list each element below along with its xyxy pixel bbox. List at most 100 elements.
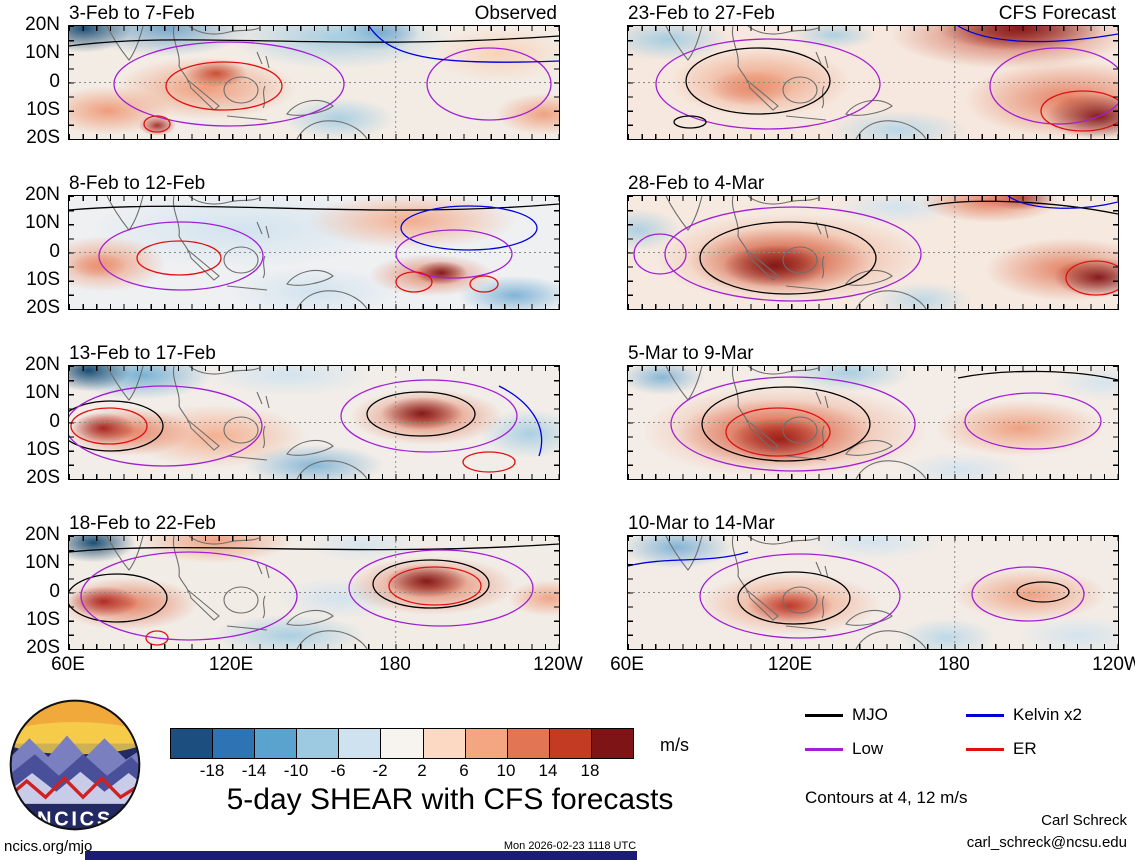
lon-tick-label: 60E <box>51 654 85 675</box>
colorbar-tick: 2 <box>417 761 427 780</box>
lon-tick-label: 120E <box>767 654 813 675</box>
shear-anomaly-map <box>68 365 560 480</box>
lat-ticks-right <box>554 196 559 309</box>
lat-ticks-left <box>69 536 74 649</box>
contour-legend: MJO Kelvin x2 Low ER <box>805 704 1127 760</box>
colorbar-cell <box>296 729 339 758</box>
panel-date-range: 23-Feb to 27-Feb <box>628 3 775 24</box>
colorbar-cell <box>338 729 381 758</box>
legend-label: Low <box>852 739 884 758</box>
legend-item-er: ER <box>966 738 1127 760</box>
colorbar-units: m/s <box>660 735 689 755</box>
shear-anomaly-map <box>68 25 560 140</box>
lat-ticks-left <box>628 366 633 479</box>
colorbar-tick: 14 <box>538 761 558 780</box>
colorbar-tick: 18 <box>580 761 600 780</box>
colorbar-cell <box>506 729 549 758</box>
lat-ticks-right <box>1113 366 1118 479</box>
figure-title: 5-day SHEAR with CFS forecasts <box>226 783 674 816</box>
legend-item-kelvin: Kelvin x2 <box>966 704 1127 726</box>
lat-tick-label: 10N <box>25 42 60 64</box>
panel-date-range: 13-Feb to 17-Feb <box>69 343 216 364</box>
map-panel-obs-week2: 8-Feb to 12-Feb <box>68 171 560 310</box>
lat-ticks-left <box>69 196 74 309</box>
map-panel-fcst-week3: 5-Mar to 9-Mar <box>627 341 1119 480</box>
mjo-line-swatch <box>805 713 843 717</box>
contour-overlay <box>69 196 559 309</box>
lat-tick-label: 10N <box>25 552 60 574</box>
map-panel-obs-week4: 18-Feb to 22-Feb <box>68 511 560 650</box>
panel-date-range: 3-Feb to 7-Feb <box>69 3 195 24</box>
lat-tick-label: 20N <box>25 524 60 545</box>
contour-overlay <box>628 536 1118 649</box>
colorbar-cell <box>464 729 507 758</box>
lat-tick-label: 10N <box>25 212 60 234</box>
shear-colorbar <box>170 728 634 759</box>
lat-ticks-right <box>1113 26 1118 139</box>
shear-anomaly-map <box>627 365 1119 480</box>
lat-tick-label: 10S <box>26 98 60 120</box>
lat-axis-labels-row4: 20N 10N 0 10S 20S <box>2 525 60 658</box>
contour-overlay <box>69 366 559 479</box>
lat-tick-label: 0 <box>49 580 60 602</box>
shear-anomaly-map <box>68 195 560 310</box>
contour-overlay <box>628 196 1118 309</box>
credit-email: carl_schreck@ncsu.edu <box>966 834 1127 851</box>
low-line-swatch <box>805 747 843 751</box>
colorbar-tick: -10 <box>283 761 309 780</box>
panel-column-label: Observed <box>474 3 557 24</box>
colorbar-cell <box>590 729 634 758</box>
colorbar-cell <box>212 729 255 758</box>
panel-date-range: 5-Mar to 9-Mar <box>628 343 754 364</box>
map-panel-fcst-week1: 23-Feb to 27-Feb CFS Forecast <box>627 1 1119 140</box>
panel-date-range: 28-Feb to 4-Mar <box>628 173 765 194</box>
generation-timestamp: Mon 2026-02-23 1118 UTC <box>503 840 637 852</box>
contour-overlay <box>628 26 1118 139</box>
panel-column-label: CFS Forecast <box>998 3 1116 24</box>
colorbar-tick: -2 <box>372 761 388 780</box>
contour-note: Contours at 4, 12 m/s <box>805 788 968 807</box>
lon-axis-labels-right: 60E 120E 180 120W <box>610 650 1135 676</box>
ncics-logo: NCICS <box>9 699 141 831</box>
lat-tick-label: 0 <box>49 70 60 92</box>
map-panel-fcst-week4: 10-Mar to 14-Mar <box>627 511 1119 650</box>
lon-tick-label: 180 <box>379 654 411 675</box>
lat-ticks-right <box>554 366 559 479</box>
lat-tick-label: 10S <box>26 608 60 630</box>
lat-tick-label: 0 <box>49 410 60 432</box>
panel-date-range: 10-Mar to 14-Mar <box>628 513 775 534</box>
lat-tick-label: 20S <box>26 127 60 148</box>
lat-tick-label: 10S <box>26 438 60 460</box>
lon-tick-label: 120E <box>208 654 254 675</box>
colorbar-tick: 10 <box>496 761 516 780</box>
lat-axis-labels-row1: 20N 10N 0 10S 20S <box>2 15 60 148</box>
lat-ticks-left <box>69 366 74 479</box>
er-line-swatch <box>966 747 1004 751</box>
legend-label: MJO <box>852 705 888 724</box>
legend-item-low: Low <box>805 738 966 760</box>
legend-label: ER <box>1013 739 1037 758</box>
lat-ticks-right <box>554 26 559 139</box>
contour-overlay <box>69 26 559 139</box>
shear-anomaly-map <box>68 535 560 650</box>
panel-date-range: 18-Feb to 22-Feb <box>69 513 216 534</box>
colorbar-cell <box>171 729 213 758</box>
colorbar-cell <box>254 729 297 758</box>
lat-tick-label: 0 <box>49 240 60 262</box>
colorbar-tick: -18 <box>199 761 225 780</box>
colorbar-tick: 6 <box>459 761 469 780</box>
lat-ticks-right <box>554 536 559 649</box>
contour-overlay <box>628 366 1118 479</box>
lat-ticks-right <box>1113 536 1118 649</box>
map-panel-fcst-week2: 28-Feb to 4-Mar <box>627 171 1119 310</box>
map-panel-obs-week3: 13-Feb to 17-Feb <box>68 341 560 480</box>
lat-tick-label: 20S <box>26 467 60 488</box>
shear-anomaly-map <box>627 25 1119 140</box>
legend-item-mjo: MJO <box>805 704 966 726</box>
contour-overlay <box>69 536 559 649</box>
lat-tick-label: 10N <box>25 382 60 404</box>
lat-axis-labels-row2: 20N 10N 0 10S 20S <box>2 185 60 318</box>
logo-text: NCICS <box>37 808 113 830</box>
lat-tick-label: 10S <box>26 268 60 290</box>
lon-tick-label: 60E <box>610 654 644 675</box>
